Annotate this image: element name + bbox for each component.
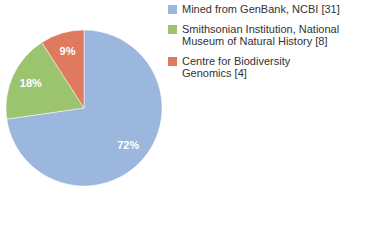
chart: 72% 18% 9% Mined from GenBank, NCBI [31] Smi… [0,0,380,240]
legend-swatch [168,25,177,34]
data-label: 9% [60,45,76,57]
pie [6,30,162,186]
legend-item: Mined from GenBank, NCBI [31] [168,3,340,15]
legend-swatch [168,57,177,66]
data-label: 72% [117,139,139,151]
legend-swatch [168,5,177,14]
pie-slice [42,30,84,108]
pie-slice [7,30,162,186]
legend: Mined from GenBank, NCBI [31] Smithsonian… [168,3,342,79]
legend-label: Smithsonian Institution, National Museum… [182,23,342,47]
legend-label: Mined from GenBank, NCBI [31] [182,3,340,15]
data-label: 18% [20,77,42,89]
legend-item: Smithsonian Institution, National Museum… [168,23,342,47]
data-labels: 72% 18% 9% [20,45,140,151]
legend-item: Centre for Biodiversity Genomics [4] [168,55,293,79]
legend-label: Centre for Biodiversity Genomics [4] [182,55,293,79]
